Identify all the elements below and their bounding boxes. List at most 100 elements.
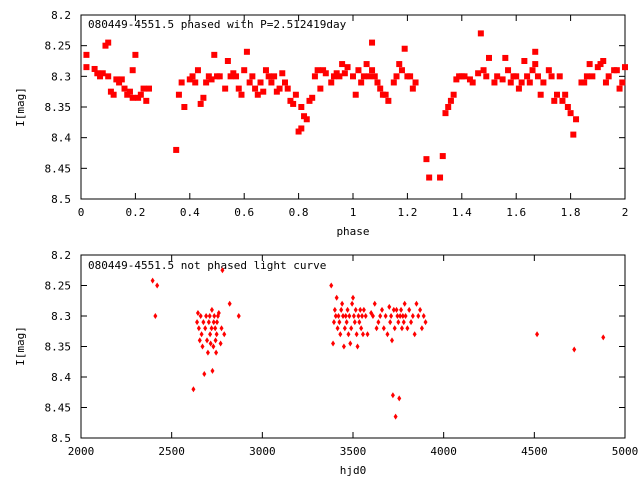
phased-data-point bbox=[480, 67, 487, 74]
phased-data-point bbox=[398, 67, 405, 74]
phased-data-point bbox=[366, 73, 373, 80]
unphased-data-point bbox=[227, 300, 232, 307]
phased-data-point bbox=[602, 79, 609, 86]
phased-x-tick-label: 0.6 bbox=[234, 206, 254, 219]
phased-data-point bbox=[570, 131, 577, 138]
phased-data-point bbox=[186, 76, 193, 83]
phased-data-point bbox=[532, 48, 539, 55]
phased-data-point bbox=[290, 100, 297, 107]
unphased-data-point bbox=[205, 349, 210, 356]
phased-x-tick-label: 2 bbox=[622, 206, 629, 219]
unphased-data-point bbox=[392, 325, 397, 332]
phased-data-point bbox=[439, 153, 446, 160]
phased-data-point bbox=[426, 174, 433, 181]
phased-data-point bbox=[262, 67, 269, 74]
unphased-x-tick-label: 3000 bbox=[249, 445, 276, 458]
phased-data-point bbox=[350, 73, 356, 80]
phased-data-point bbox=[295, 128, 302, 135]
phased-data-point bbox=[502, 54, 509, 61]
unphased-y-tick-label: 8.4 bbox=[51, 371, 71, 384]
phased-data-point bbox=[382, 91, 389, 98]
unphased-data-point bbox=[380, 306, 385, 313]
unphased-x-axis-label: hjd0 bbox=[340, 464, 367, 477]
unphased-data-point bbox=[340, 300, 345, 307]
unphased-data-point bbox=[357, 319, 362, 326]
unphased-data-point bbox=[347, 313, 352, 319]
phased-data-point bbox=[526, 79, 533, 86]
phased-data-point bbox=[298, 104, 305, 110]
phased-data-point bbox=[317, 85, 324, 92]
unphased-x-tick-label: 2000 bbox=[68, 445, 95, 458]
phased-data-point bbox=[537, 91, 544, 98]
unphased-data-point bbox=[201, 319, 206, 326]
phased-data-point bbox=[146, 85, 152, 92]
phased-data-point bbox=[507, 79, 514, 86]
phased-data-point bbox=[545, 67, 552, 74]
phased-data-point bbox=[483, 73, 490, 80]
phased-data-point bbox=[254, 91, 261, 98]
phased-data-point bbox=[227, 73, 234, 80]
phased-data-point bbox=[311, 73, 318, 80]
unphased-data-point bbox=[403, 313, 408, 319]
unphased-data-point bbox=[215, 319, 219, 326]
phased-data-point bbox=[287, 97, 294, 104]
unphased-data-point bbox=[395, 313, 400, 319]
phased-y-ticks: 8.2 8.25 8.3 8.35 8.4 8.45 8.5 bbox=[45, 9, 625, 206]
unphased-data-point bbox=[361, 306, 366, 313]
phased-data-point bbox=[344, 64, 351, 71]
phased-data-point bbox=[589, 73, 596, 80]
unphased-data-point bbox=[195, 319, 200, 326]
phased-data-point bbox=[192, 79, 199, 86]
unphased-data-point bbox=[153, 313, 158, 319]
unphased-data-point bbox=[407, 306, 412, 313]
unphased-data-point bbox=[213, 337, 218, 344]
phased-data-point bbox=[94, 70, 101, 77]
unphased-data-point bbox=[329, 282, 334, 289]
unphased-data-point bbox=[349, 325, 354, 332]
phased-data-point bbox=[524, 73, 531, 80]
unphased-y-axis-label: I[mag] bbox=[14, 326, 27, 366]
unphased-data-point bbox=[348, 340, 353, 347]
unphased-data-point bbox=[199, 331, 204, 338]
unphased-y-tick-label: 8.45 bbox=[45, 402, 72, 415]
unphased-data-point bbox=[363, 313, 368, 319]
unphased-data-point bbox=[376, 319, 381, 326]
phased-data-point bbox=[556, 73, 563, 80]
unphased-data-point bbox=[155, 282, 160, 289]
phased-y-tick-label: 8.35 bbox=[45, 101, 72, 114]
phased-data-point bbox=[369, 67, 376, 74]
phased-x-ticks: 0 0.2 0.4 0.6 0.8 1 1.2 1.4 1.6 1.8 2 bbox=[78, 15, 629, 219]
phased-data-point bbox=[260, 88, 267, 95]
phased-data-point bbox=[352, 91, 359, 98]
phased-data-point bbox=[181, 104, 188, 110]
phased-data-point bbox=[486, 54, 492, 61]
unphased-data-point bbox=[220, 267, 225, 274]
unphased-data-point bbox=[206, 319, 211, 326]
phased-data-point bbox=[105, 73, 112, 80]
phased-data-point bbox=[292, 91, 299, 98]
phased-data-point bbox=[175, 91, 182, 98]
unphased-data-point bbox=[216, 309, 221, 316]
unphased-data-point bbox=[412, 331, 417, 338]
phased-data-point bbox=[616, 85, 623, 92]
unphased-data-point bbox=[355, 343, 360, 350]
phased-data-point bbox=[477, 30, 484, 37]
phased-data-point bbox=[355, 67, 362, 74]
phased-data-point bbox=[559, 97, 566, 104]
phased-data-point bbox=[341, 70, 348, 77]
unphased-data-point bbox=[345, 306, 350, 313]
unphased-y-tick-label: 8.5 bbox=[51, 432, 71, 445]
unphased-data-point bbox=[336, 313, 341, 319]
phased-data-point bbox=[534, 73, 541, 80]
phased-data-point bbox=[330, 73, 337, 80]
unphased-data-point bbox=[213, 325, 218, 332]
phased-data-point bbox=[309, 94, 316, 101]
unphased-data-point bbox=[414, 300, 419, 307]
unphased-data-point bbox=[390, 392, 395, 399]
unphased-chart-title: 080449-4551.5 not phased light curve bbox=[88, 259, 326, 272]
phased-data-point bbox=[586, 61, 593, 68]
unphased-data-point bbox=[396, 319, 401, 326]
phased-data-point bbox=[363, 61, 370, 68]
unphased-data-point bbox=[205, 337, 210, 344]
